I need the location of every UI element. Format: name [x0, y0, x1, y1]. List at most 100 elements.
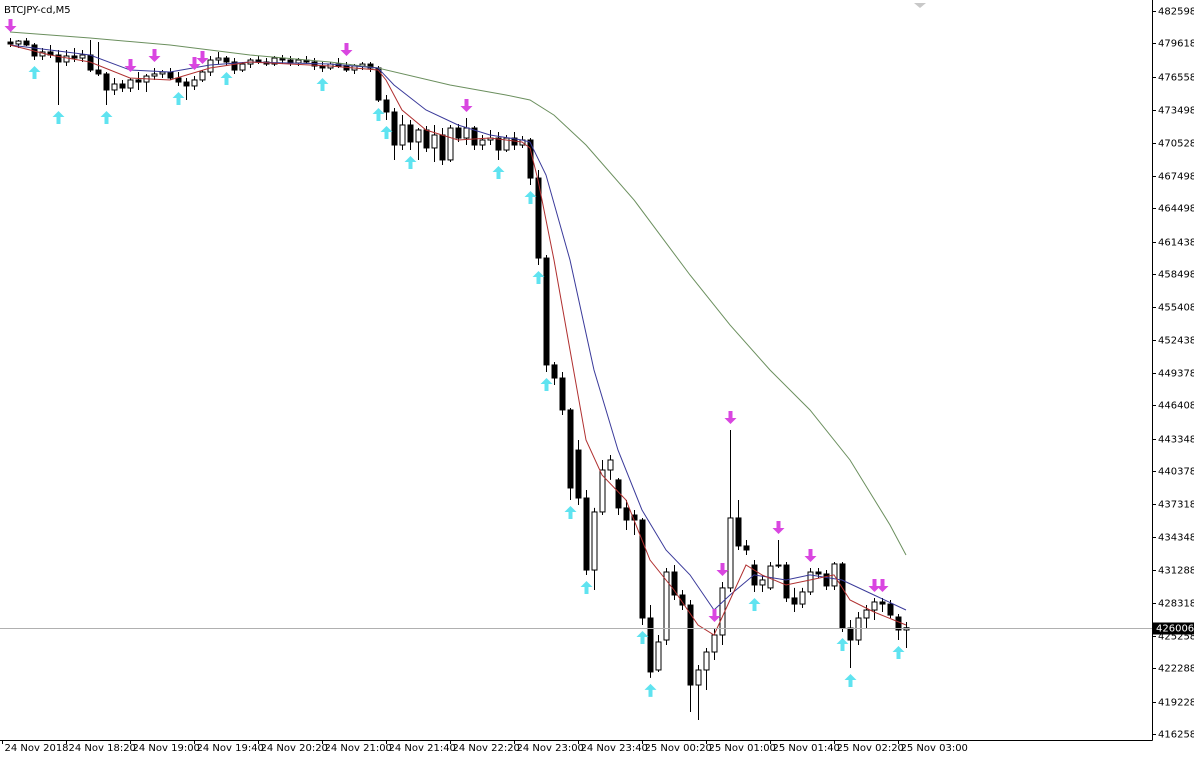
candle-body: [711, 634, 718, 653]
x-tick-label: 24 Nov 19:40: [197, 743, 264, 754]
candle-body: [239, 63, 246, 71]
candle-body: [671, 571, 678, 596]
candle-body: [55, 54, 62, 63]
y-tick-label: 455408: [1158, 303, 1194, 314]
candle-body: [7, 41, 14, 45]
buy-arrow: [220, 72, 233, 86]
candle-body: [79, 54, 86, 59]
candle-body: [383, 99, 390, 113]
candle-body: [695, 669, 702, 686]
buy-arrow: [540, 378, 553, 392]
y-tick-label: 464498: [1158, 204, 1194, 215]
sell-arrow: [148, 48, 161, 62]
sell-arrow: [4, 19, 17, 33]
candle-body: [271, 57, 278, 65]
chart-shift-marker: [914, 3, 926, 8]
candle-body: [879, 601, 886, 605]
candle-body: [319, 65, 326, 69]
sell-arrow: [124, 58, 137, 72]
y-tick-label: 434348: [1158, 533, 1194, 544]
x-tick-label: 25 Nov 03:00: [901, 743, 968, 754]
x-tick-label: 24 Nov 2018: [5, 743, 69, 754]
y-tick-label: 470528: [1158, 139, 1194, 150]
x-tick-label: 25 Nov 01:40: [773, 743, 840, 754]
y-tick-label: 461438: [1158, 238, 1194, 249]
x-tick-label: 25 Nov 01:00: [709, 743, 776, 754]
candle-body: [735, 517, 742, 547]
moving-average-line: [9, 31, 907, 556]
y-tick-label: 449378: [1158, 369, 1194, 380]
candle-body: [623, 507, 630, 521]
y-tick-label: 428318: [1158, 599, 1194, 610]
x-tick-label: 24 Nov 19:00: [133, 743, 200, 754]
candle-body: [431, 134, 438, 149]
candle-body: [575, 449, 582, 499]
candle-body: [407, 124, 414, 143]
sell-arrow: [188, 57, 201, 71]
x-tick-label: 24 Nov 21:40: [389, 743, 456, 754]
buy-arrow: [172, 91, 185, 105]
y-tick-label: 443348: [1158, 435, 1194, 446]
candle-body: [167, 71, 174, 79]
buy-arrow: [748, 597, 761, 611]
candle-body: [559, 377, 566, 411]
buy-arrow: [836, 637, 849, 651]
candle-body: [887, 603, 894, 616]
buy-arrow: [892, 646, 905, 660]
candle-body: [727, 517, 734, 589]
candle-body: [655, 641, 662, 671]
y-tick-label: 467498: [1158, 172, 1194, 183]
candle-body: [599, 469, 606, 513]
x-tick-label: 25 Nov 00:20: [645, 743, 712, 754]
candle-body: [215, 57, 222, 61]
candle-body: [839, 563, 846, 629]
candle-body: [159, 71, 166, 75]
y-tick-label: 425258: [1158, 632, 1194, 643]
sell-arrow: [460, 98, 473, 112]
candle-body: [799, 591, 806, 605]
candle-body: [63, 55, 70, 63]
candle-body: [551, 364, 558, 379]
candle-body: [295, 59, 302, 64]
candle-body: [119, 83, 126, 89]
y-tick-label: 476558: [1158, 73, 1194, 84]
candle-body: [183, 81, 190, 87]
candle-body: [175, 77, 182, 83]
sell-arrow: [724, 411, 737, 425]
buy-arrow: [380, 125, 393, 139]
sell-arrow: [876, 578, 889, 592]
candle-body: [815, 571, 822, 575]
candle-body: [463, 127, 470, 139]
candle-body: [103, 73, 110, 91]
candle-body: [759, 579, 766, 586]
candle-body: [127, 79, 134, 89]
y-tick-label: 416258: [1158, 730, 1194, 741]
x-tick-label: 25 Nov 02:20: [837, 743, 904, 754]
buy-arrow: [372, 107, 385, 121]
sell-arrow: [196, 51, 209, 65]
buy-arrow: [580, 580, 593, 594]
sell-arrow: [340, 42, 353, 56]
buy-arrow: [316, 78, 329, 92]
sell-arrow: [716, 563, 729, 577]
candle-body: [687, 604, 694, 686]
candle-body: [615, 479, 622, 509]
candle-body: [639, 519, 646, 619]
candle-body: [95, 69, 102, 75]
candle-body: [399, 124, 406, 146]
candle-body: [471, 127, 478, 146]
candle-body: [191, 79, 198, 87]
x-tick-label: 24 Nov 23:40: [581, 743, 648, 754]
y-tick-label: 458498: [1158, 270, 1194, 281]
buy-arrow: [532, 271, 545, 285]
y-tick-label: 473498: [1158, 106, 1194, 117]
candle-body: [703, 651, 710, 671]
candle-body: [479, 139, 486, 146]
candle-body: [367, 63, 374, 69]
buy-arrow: [524, 191, 537, 205]
candle-body: [447, 127, 454, 161]
y-tick-label: 482598: [1158, 7, 1194, 18]
